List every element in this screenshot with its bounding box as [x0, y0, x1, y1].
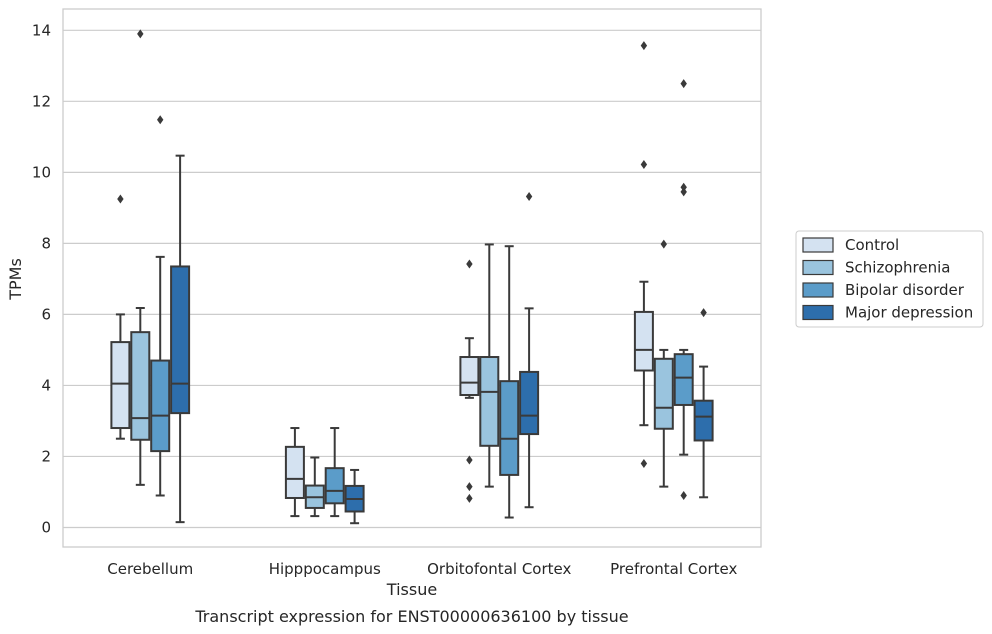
legend-swatch	[802, 237, 834, 253]
outlier-point	[680, 491, 687, 501]
box-iqr	[519, 370, 540, 436]
category-group	[633, 41, 714, 501]
box	[633, 41, 654, 469]
outlier-point	[640, 160, 648, 170]
box	[284, 427, 305, 518]
outlier-point	[137, 29, 144, 39]
legend-label: Major depression	[845, 304, 973, 322]
outlier-point	[700, 308, 707, 318]
outlier-point	[466, 493, 473, 503]
box	[673, 79, 694, 501]
category-group	[284, 427, 365, 525]
box-groups	[110, 29, 714, 525]
legend: Control Schizophrenia Bipolar disorder Majo…	[795, 230, 984, 328]
box	[519, 192, 540, 509]
box-iqr	[170, 265, 191, 415]
x-tick-label: Hipppocampus	[269, 560, 381, 578]
box	[324, 427, 345, 518]
y-tick-label: 10	[32, 163, 51, 181]
box-iqr	[693, 399, 714, 442]
box-iqr	[324, 467, 345, 505]
x-tick-label: Cerebellum	[107, 560, 193, 578]
box-iqr	[150, 359, 171, 453]
outlier-point	[466, 455, 473, 465]
outlier-point	[680, 182, 687, 192]
box-iqr	[130, 331, 151, 441]
plot-frame	[62, 8, 762, 548]
y-tick-label: 2	[41, 447, 51, 465]
y-tick-label: 6	[41, 305, 51, 323]
y-axis-title: TPMs	[6, 258, 25, 301]
box-iqr	[110, 341, 131, 430]
outlier-point	[525, 192, 533, 202]
box	[110, 194, 131, 440]
box	[693, 308, 714, 499]
legend-frame	[795, 230, 984, 328]
y-tick-label: 12	[32, 92, 51, 110]
box-iqr	[479, 356, 500, 447]
y-tick-label: 0	[41, 518, 51, 536]
outlier-point	[466, 259, 473, 269]
outlier-point	[117, 194, 124, 204]
figure-caption: Transcript expression for ENST0000063610…	[194, 607, 628, 626]
outlier-point	[680, 187, 687, 197]
outlier-point	[660, 239, 667, 249]
legend-swatch	[802, 304, 834, 321]
y-tick-label: 8	[41, 234, 51, 252]
box-iqr	[653, 357, 674, 430]
box-iqr	[673, 353, 694, 406]
legend-label: Schizophrenia	[845, 259, 950, 277]
legend-swatch	[802, 282, 834, 298]
box	[499, 245, 520, 519]
outlier-point	[157, 115, 164, 125]
gridlines	[63, 29, 761, 529]
category-group	[110, 29, 191, 524]
outlier-point	[680, 79, 687, 89]
y-tick-label: 4	[41, 376, 51, 394]
y-tick-label: 14	[32, 21, 51, 39]
box	[653, 239, 674, 488]
x-axis-title: Tissue	[386, 580, 437, 599]
box	[344, 468, 365, 525]
category-group	[459, 192, 540, 519]
box	[479, 243, 500, 488]
box-iqr	[633, 310, 654, 372]
box-iqr	[499, 380, 520, 476]
box	[150, 115, 171, 497]
box	[130, 29, 151, 486]
box	[170, 154, 191, 524]
y-tick-labels: 0 2 4 6 8 10 12 14	[32, 21, 51, 536]
legend-swatch	[802, 259, 834, 276]
outlier-point	[640, 459, 648, 469]
legend-label: Control	[845, 236, 899, 254]
legend-label: Bipolar disorder	[845, 281, 965, 299]
x-tick-labels: Cerebellum Hipppocampus Orbitofontal Corte…	[107, 560, 737, 578]
box-iqr	[459, 356, 480, 397]
box-iqr	[284, 445, 305, 499]
outlier-point	[640, 41, 648, 51]
outlier-point	[466, 482, 473, 492]
x-tick-label: Orbitofontal Cortex	[427, 560, 571, 578]
box	[304, 456, 325, 518]
box	[459, 259, 480, 503]
x-tick-label: Prefrontal Cortex	[610, 560, 737, 578]
